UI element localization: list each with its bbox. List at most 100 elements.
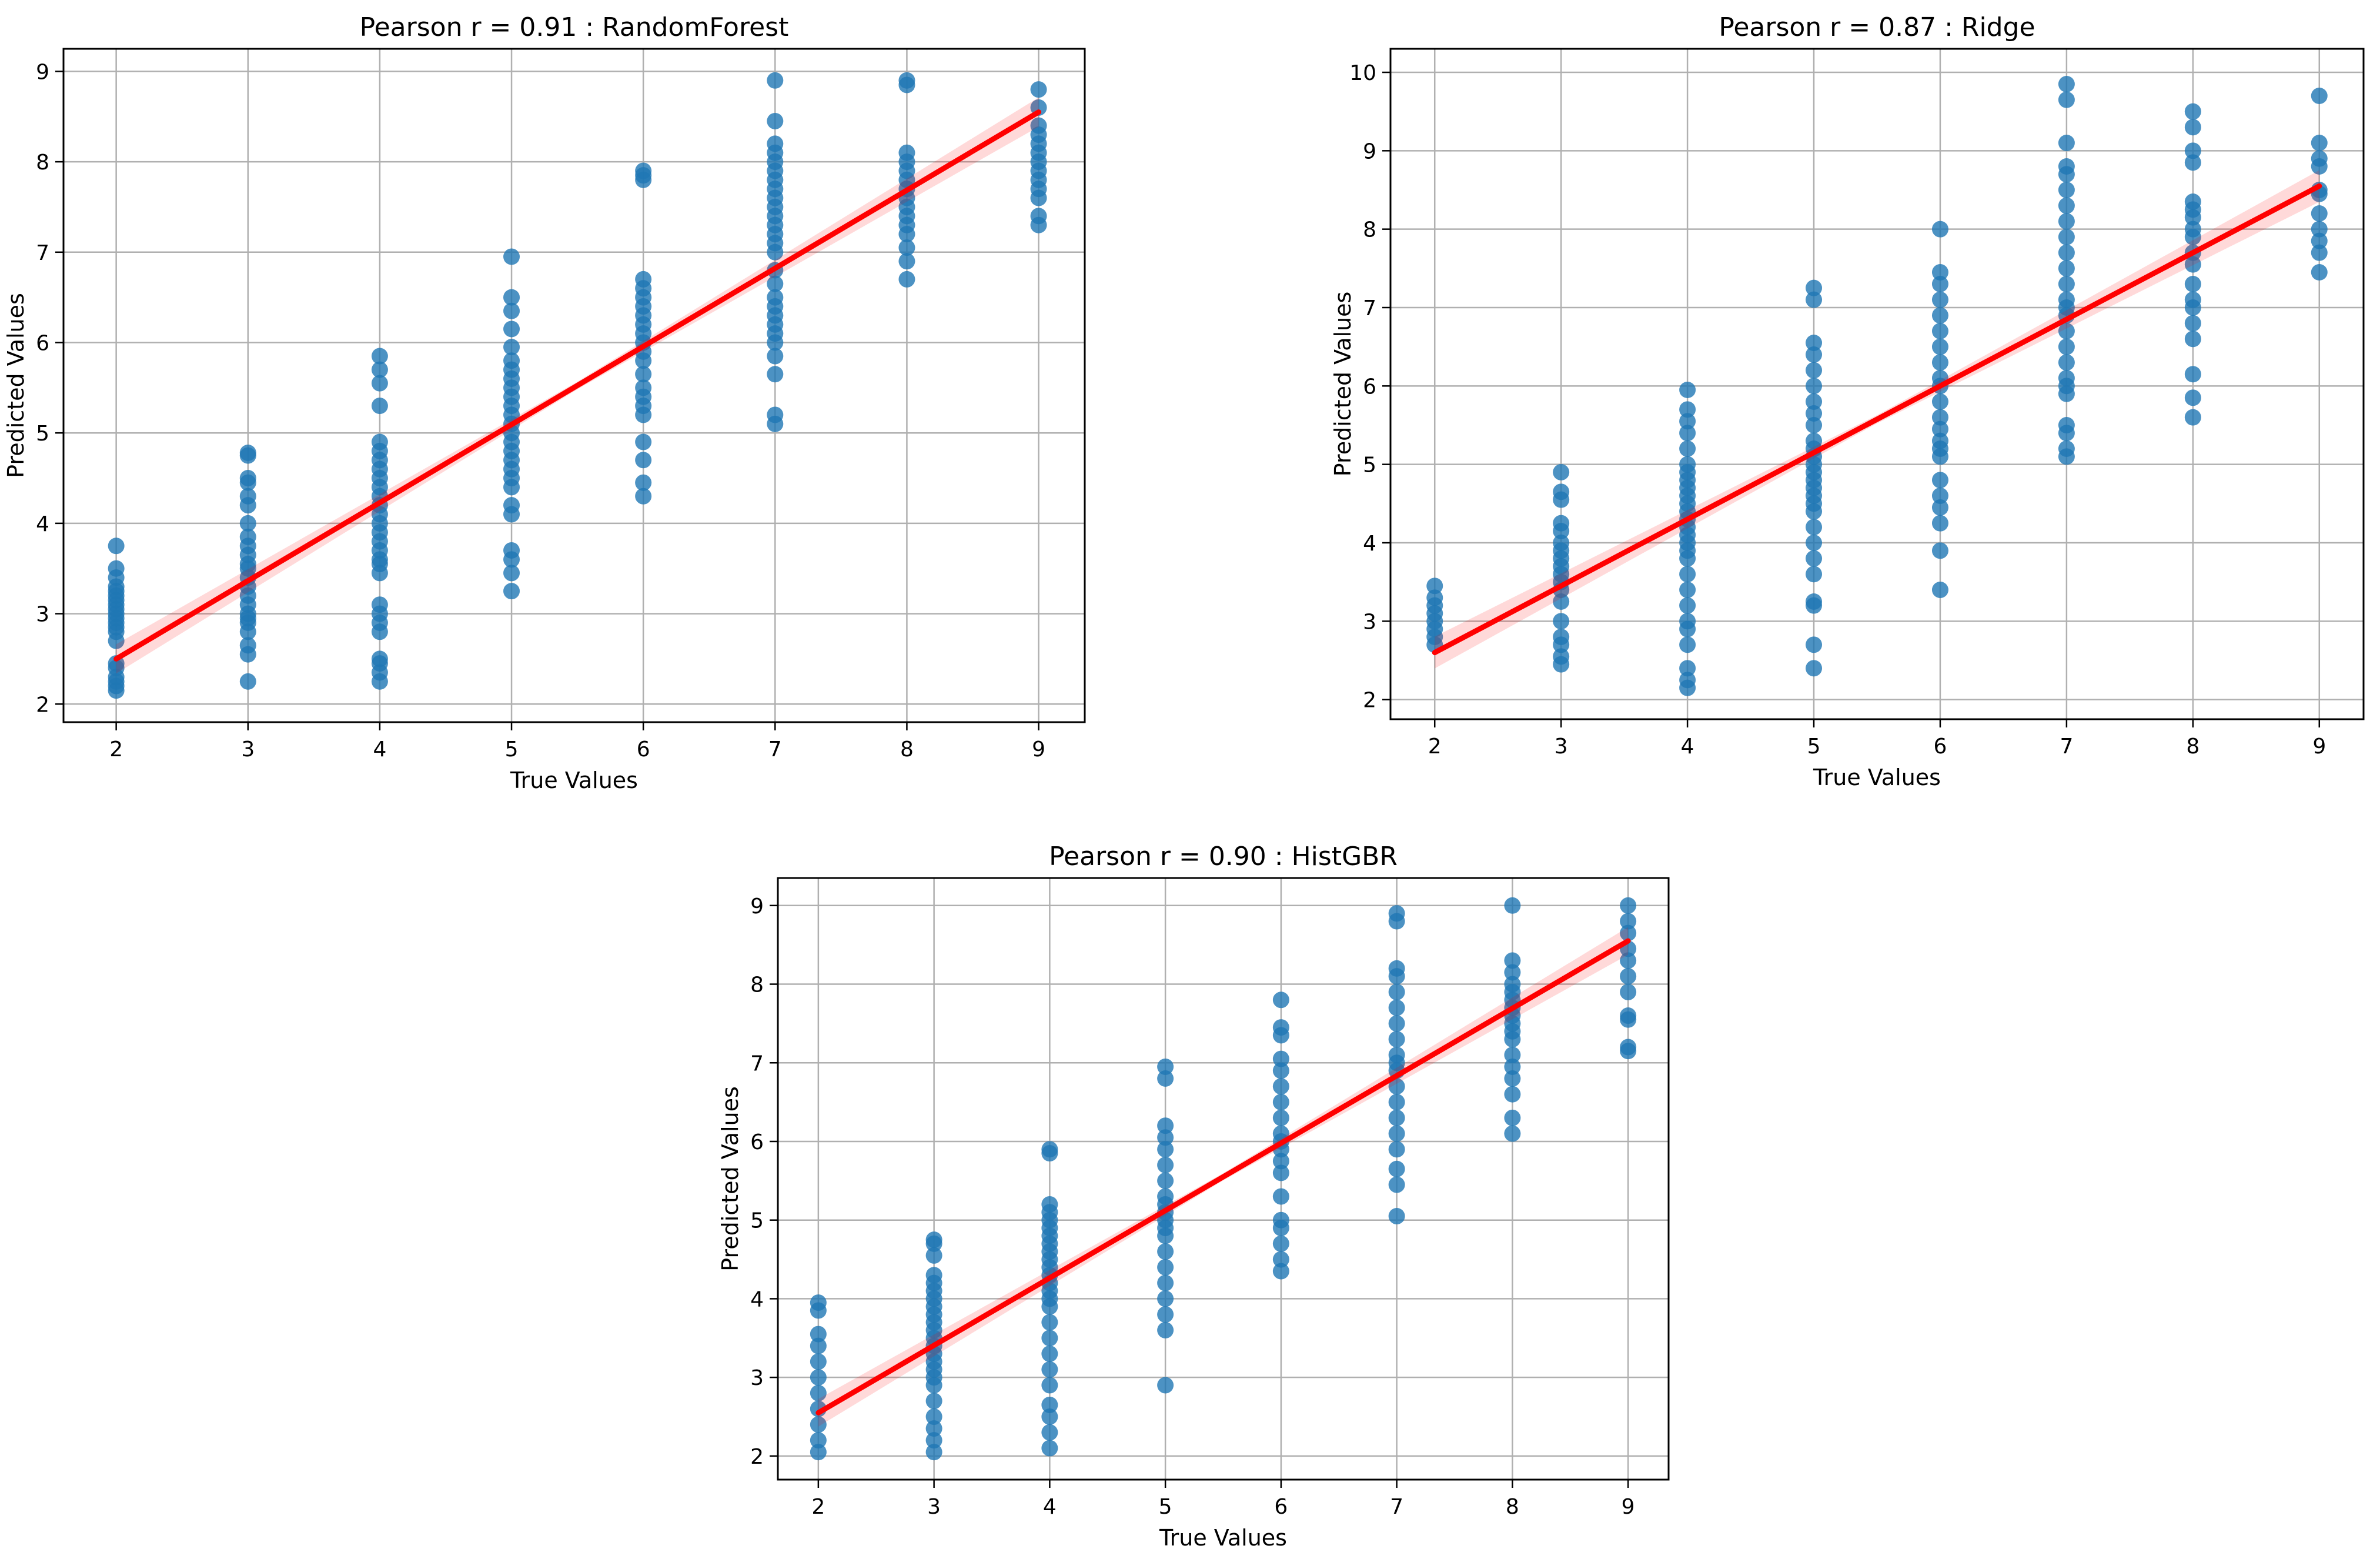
x-tick-label: 6 [1934, 735, 1947, 759]
data-point [1931, 409, 1948, 426]
data-point [1272, 1164, 1289, 1181]
data-point [925, 1432, 942, 1449]
data-point [1553, 464, 1570, 480]
data-point [1388, 1208, 1405, 1225]
data-point [1157, 1258, 1174, 1276]
data-point [767, 72, 784, 89]
data-point [1041, 1196, 1058, 1213]
data-point [239, 445, 256, 461]
data-point [1679, 613, 1696, 630]
data-point [1157, 1141, 1174, 1158]
data-point [2184, 276, 2201, 292]
data-point [1679, 660, 1696, 677]
data-point [767, 275, 784, 292]
x-tick-label: 5 [1159, 1495, 1172, 1519]
regression-line [113, 109, 1042, 662]
data-point [2058, 440, 2075, 457]
data-point [635, 379, 652, 396]
x-tick-label: 6 [637, 737, 650, 762]
data-point [1679, 413, 1696, 430]
data-point [1806, 291, 1823, 308]
data-point [810, 1337, 827, 1354]
data-point [2311, 221, 2328, 238]
x-axis-label: True Values [510, 767, 638, 793]
x-tick-label: 5 [1807, 735, 1821, 759]
y-tick-label: 5 [36, 422, 49, 446]
y-tick-label: 8 [750, 973, 764, 997]
x-tick-label: 4 [1043, 1495, 1057, 1519]
y-tick-label: 6 [750, 1130, 764, 1154]
data-point [1931, 264, 1948, 281]
data-point [1388, 1160, 1405, 1177]
data-point [1041, 1396, 1058, 1413]
data-point [1931, 307, 1948, 324]
y-tick-label: 9 [750, 894, 764, 919]
data-point [767, 406, 784, 423]
data-point [1679, 597, 1696, 614]
data-point [1931, 488, 1948, 504]
y-tick-label: 7 [750, 1051, 764, 1076]
data-point [371, 398, 388, 415]
data-point [1679, 456, 1696, 473]
axes-frame [1389, 48, 2365, 720]
data-point [1620, 968, 1637, 985]
data-point [2311, 88, 2328, 104]
x-tick-label: 7 [768, 737, 782, 762]
x-tick-label: 8 [1506, 1495, 1519, 1519]
data-point [1806, 535, 1823, 551]
data-point [1620, 1007, 1637, 1024]
data-point [1388, 1031, 1405, 1048]
data-point [2058, 91, 2075, 108]
data-point [810, 1294, 827, 1311]
data-point [1806, 279, 1823, 296]
data-point [1157, 1070, 1174, 1087]
data-point [1272, 1211, 1289, 1228]
data-point [503, 339, 520, 356]
data-point [1931, 420, 1948, 438]
data-point [2058, 260, 2075, 277]
data-point [2184, 256, 2201, 273]
data-point [1157, 1274, 1174, 1291]
data-point [2311, 244, 2328, 261]
x-tick-label: 5 [505, 737, 519, 762]
x-tick-label: 8 [2186, 735, 2200, 759]
data-point [1620, 924, 1637, 942]
data-point [925, 1267, 942, 1284]
data-point [1272, 1062, 1289, 1079]
data-point [1041, 1424, 1058, 1441]
data-point [1806, 566, 1823, 583]
data-point [239, 673, 256, 690]
data-point [635, 162, 652, 179]
data-point [635, 474, 652, 491]
y-axis-label: Predicted Values [1330, 292, 1356, 477]
data-point [1553, 515, 1570, 532]
data-point [1157, 1321, 1174, 1338]
chart-title: Pearson r = 0.91 : RandomForest [360, 12, 789, 42]
data-point [1931, 472, 1948, 489]
data-point [1806, 519, 1823, 536]
y-tick-label: 10 [1349, 61, 1376, 85]
data-point [635, 433, 652, 450]
data-point [1041, 1440, 1058, 1457]
data-point [1806, 335, 1823, 351]
data-point [1931, 542, 1948, 559]
data-point [767, 348, 784, 365]
data-point [2184, 291, 2201, 308]
chart-title: Pearson r = 0.87 : Ridge [1719, 12, 2035, 42]
y-tick-label: 2 [1363, 689, 1376, 713]
data-point [810, 1353, 827, 1370]
data-point [1388, 1078, 1405, 1095]
data-point [1931, 221, 1948, 238]
data-point [1806, 636, 1823, 653]
data-point [1157, 1129, 1174, 1146]
data-point [2058, 291, 2075, 308]
y-axis-label: Predicted Values [3, 293, 29, 478]
data-point [1041, 1346, 1058, 1363]
data-point [1388, 1141, 1405, 1158]
y-tick-label: 3 [36, 603, 49, 627]
data-point [1157, 1188, 1174, 1205]
data-point [635, 271, 652, 288]
data-point [503, 542, 520, 559]
data-point [1388, 1176, 1405, 1193]
data-point [925, 1444, 942, 1461]
